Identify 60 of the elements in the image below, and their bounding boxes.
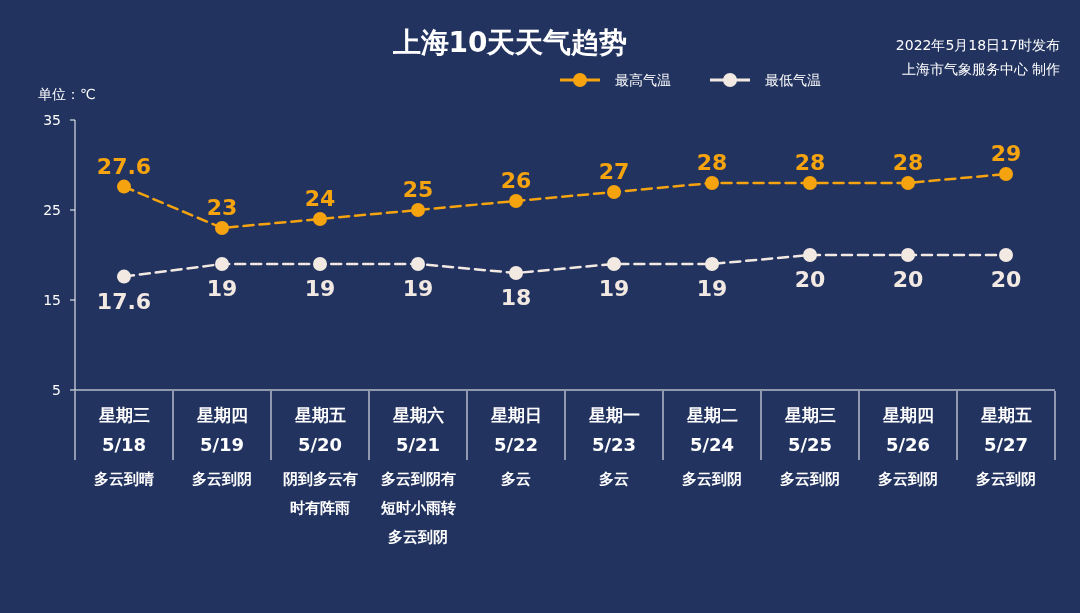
point [411,257,425,271]
x-tick-label: 星期日 5/22 多云 [489,405,542,488]
data-label: 28 [892,150,924,175]
data-label: 28 [794,150,826,175]
y-tick-label: 15 [43,292,61,308]
point [901,248,915,262]
data-label: 26 [500,168,532,193]
data-label: 19 [696,276,728,301]
x-tick-label: 星期二 5/24 多云到阴 [682,405,742,488]
data-label: 27 [598,159,630,184]
point [999,248,1013,262]
text: 上海市气象服务中心 制作 [901,61,1060,77]
x-tick-label: 星期五 5/27 多云到阴 [976,405,1036,488]
x-tick-label: 星期一 5/23 多云 [587,405,640,488]
data-label: 17.6 [96,288,152,314]
point [313,212,327,226]
point [705,257,719,271]
point [803,248,817,262]
legend-label: 最高气温 [615,72,671,88]
data-label: 27.6 [96,153,152,179]
point [803,176,817,190]
point [313,257,327,271]
data-label: 24 [304,186,336,211]
x-tick-label: 星期四 5/26 多云到阴 [878,405,938,488]
point [117,179,131,194]
data-label: 19 [206,276,238,301]
data-label: 18 [500,285,532,310]
x-tick-label: 星期六 5/21 多云到阴有短时小雨转多云到阴 [379,405,456,546]
point [215,221,229,235]
x-tick-label: 星期四 5/19 多云到阴 [192,405,252,488]
y-axis-title: 单位：℃ [38,86,96,102]
x-tick-label: 星期五 5/20 阴到多云有时有阵雨 [282,405,358,517]
data-label: 29 [990,141,1022,166]
point [117,269,131,284]
point [509,266,523,280]
y-tick-label: 25 [43,202,61,218]
x-tick-label: 星期三 5/18 多云到晴 [94,405,154,488]
point [215,257,229,271]
x-tick-label: 星期三 5/25 多云到阴 [780,405,840,488]
data-label: 20 [990,267,1022,292]
point [509,194,523,208]
data-label: 19 [598,276,630,301]
point [607,257,621,271]
data-label: 19 [304,276,336,301]
data-label: 20 [892,267,924,292]
point [901,176,915,190]
data-label: 20 [794,267,826,292]
text: 2022年5月18日17时发布 [895,37,1060,53]
data-label: 23 [206,195,238,220]
point [607,185,621,199]
chart-title: 上海10天天气趋势 [391,26,628,59]
legend-label: 最低气温 [765,72,821,88]
data-label: 28 [696,150,728,175]
point [999,167,1013,181]
point [411,203,425,217]
y-tick-label: 35 [43,112,61,128]
data-label: 19 [402,276,434,301]
data-label: 25 [402,177,434,202]
point [705,176,719,190]
y-tick-label: 5 [52,382,61,398]
